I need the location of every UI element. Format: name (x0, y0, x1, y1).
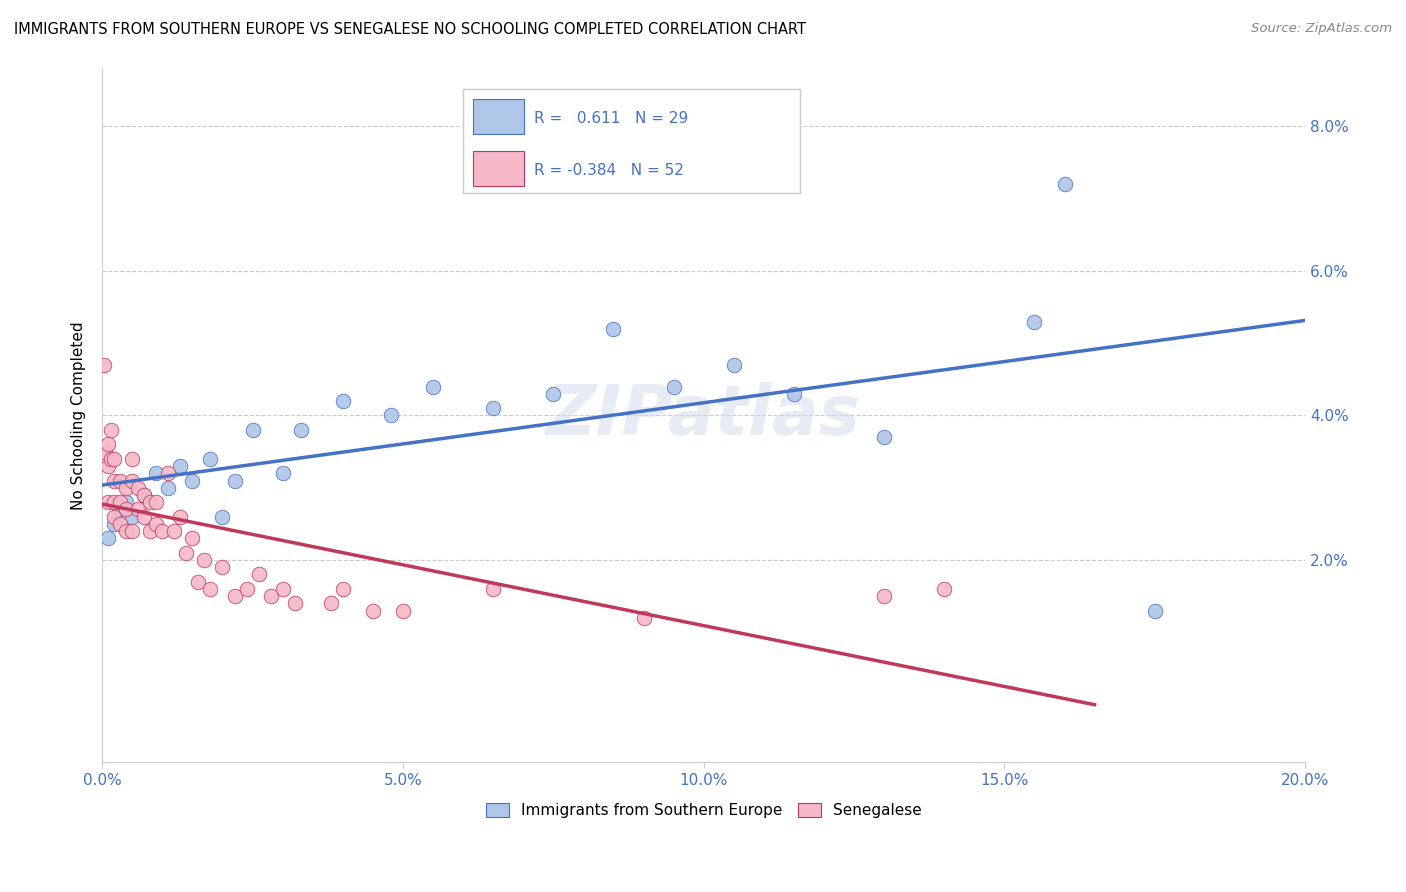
Point (633, 611, 655, 625)
Point (187, 574, 209, 589)
Text: ZIPatlas: ZIPatlas (546, 382, 860, 449)
Point (482, 401, 505, 416)
Point (121, 509, 143, 524)
Point (181, 474, 204, 488)
Point (134, 509, 156, 524)
Point (290, 423, 312, 437)
Point (1024, 314, 1046, 328)
Point (115, 502, 138, 516)
Point (482, 582, 505, 596)
Point (543, 386, 565, 401)
Point (242, 423, 264, 437)
Point (115, 481, 138, 495)
Point (103, 509, 125, 524)
Point (134, 488, 156, 502)
Point (97, 495, 120, 509)
Point (97, 437, 120, 451)
Point (134, 488, 156, 502)
Point (139, 524, 162, 538)
Point (332, 582, 354, 596)
Point (392, 604, 415, 618)
Point (110, 495, 132, 509)
Point (193, 553, 215, 567)
Point (139, 495, 162, 509)
Point (271, 582, 294, 596)
Point (145, 495, 167, 509)
Point (284, 596, 307, 610)
Point (169, 509, 191, 524)
Point (224, 589, 246, 603)
Text: Source: ZipAtlas.com: Source: ZipAtlas.com (1251, 22, 1392, 36)
Point (380, 409, 402, 423)
Point (211, 560, 233, 574)
Point (200, 451, 222, 466)
Point (332, 394, 354, 409)
Point (103, 516, 125, 531)
Point (211, 509, 233, 524)
Point (200, 582, 222, 596)
Point (110, 502, 132, 516)
Point (271, 467, 294, 481)
Y-axis label: No Schooling Completed: No Schooling Completed (72, 321, 86, 510)
Point (259, 589, 281, 603)
Point (121, 524, 143, 538)
Point (319, 596, 342, 610)
Point (103, 451, 125, 466)
Point (934, 582, 956, 596)
Point (163, 524, 186, 538)
Point (169, 459, 191, 474)
Point (150, 524, 173, 538)
Legend: Immigrants from Southern Europe, Senegalese: Immigrants from Southern Europe, Senegal… (479, 797, 928, 824)
Point (127, 481, 149, 495)
Point (103, 495, 125, 509)
Point (783, 386, 806, 401)
Point (873, 430, 896, 444)
Point (247, 567, 270, 582)
Point (723, 358, 745, 372)
Point (115, 495, 138, 509)
Point (361, 604, 384, 618)
Point (1053, 177, 1076, 191)
Point (94, 444, 117, 458)
Point (157, 467, 180, 481)
Point (100, 423, 122, 437)
Point (115, 524, 138, 538)
Point (1143, 604, 1166, 618)
Point (176, 546, 198, 560)
Point (181, 532, 204, 546)
Point (224, 474, 246, 488)
Point (145, 467, 167, 481)
Point (97, 459, 120, 474)
Point (602, 322, 624, 336)
Point (121, 451, 143, 466)
Point (873, 589, 896, 603)
Text: IMMIGRANTS FROM SOUTHERN EUROPE VS SENEGALESE NO SCHOOLING COMPLETED CORRELATION: IMMIGRANTS FROM SOUTHERN EUROPE VS SENEG… (14, 22, 806, 37)
Point (127, 502, 149, 516)
Point (110, 474, 132, 488)
Point (145, 516, 167, 531)
Point (103, 474, 125, 488)
Point (110, 516, 132, 531)
Point (235, 582, 257, 596)
Point (157, 481, 180, 495)
Point (121, 474, 143, 488)
Point (662, 379, 685, 393)
Point (97, 532, 120, 546)
Point (422, 379, 444, 393)
Point (100, 451, 122, 466)
Point (93, 358, 115, 372)
